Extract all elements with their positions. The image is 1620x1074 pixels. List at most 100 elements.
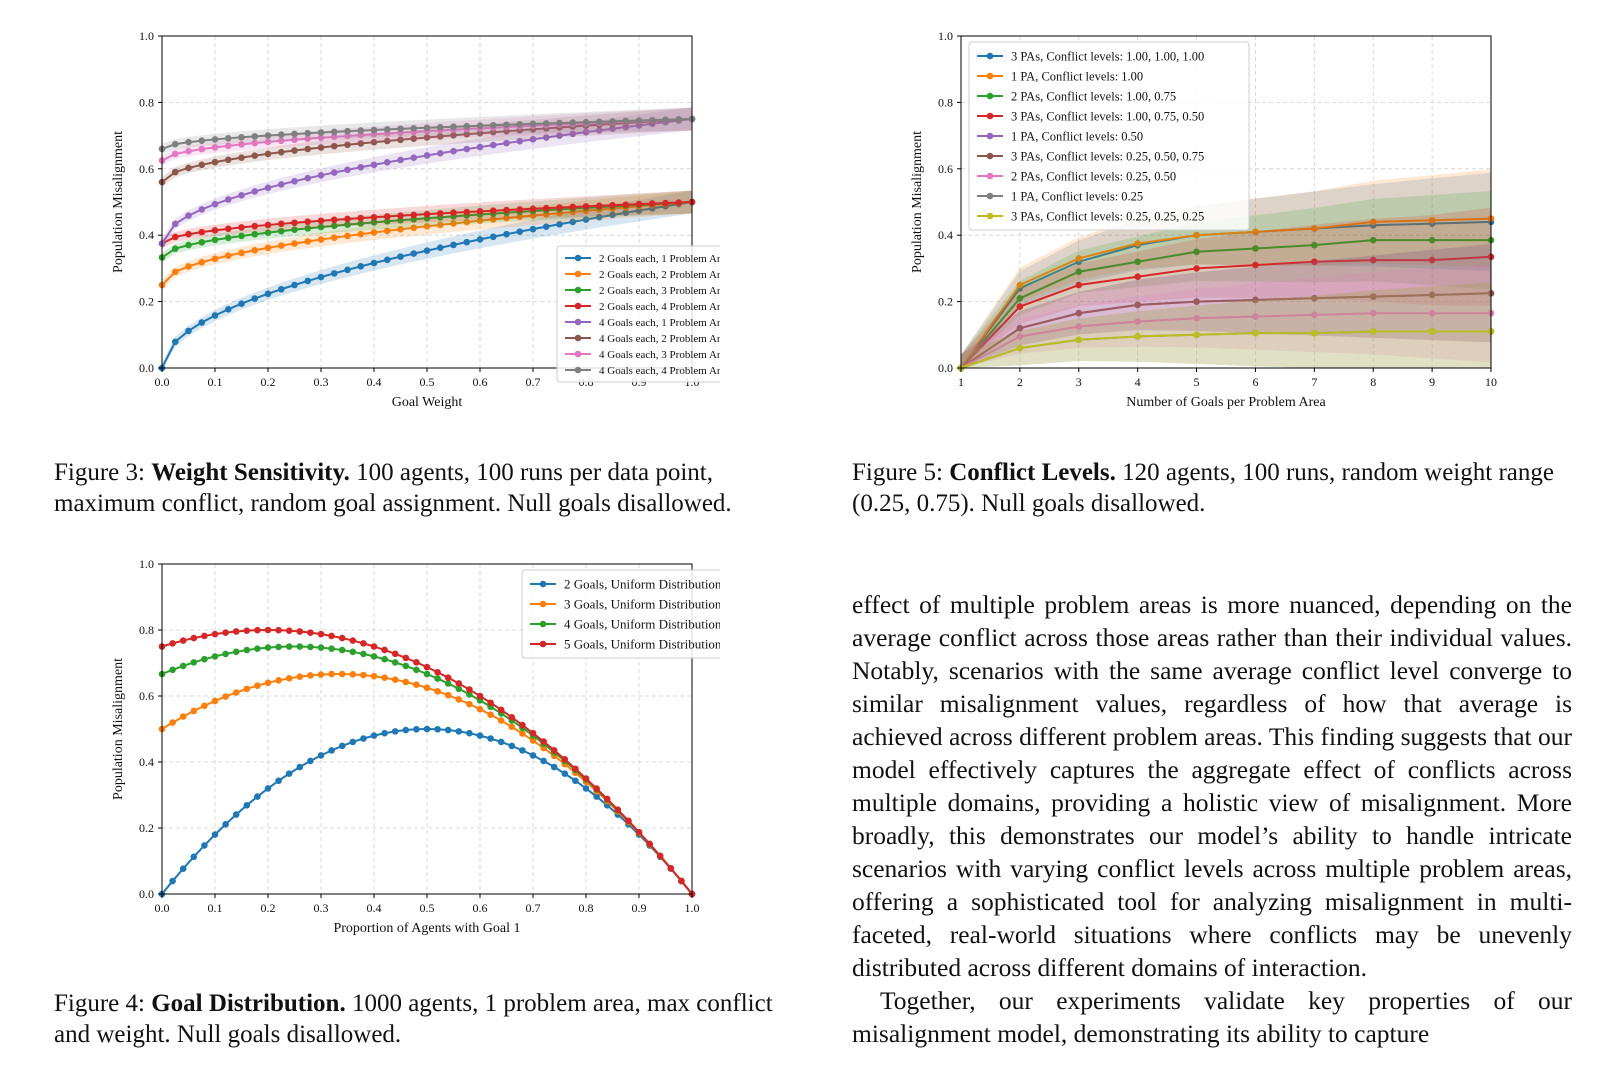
data-point [291,281,298,289]
x-tick-label: 0.3 [314,375,329,389]
data-point [344,221,351,228]
legend-label: 4 Goals, Uniform Distribution [564,617,720,632]
plot-frame [960,35,1492,369]
data-point [444,691,452,699]
data-point [171,338,179,346]
data-point [497,738,505,746]
data-point [222,629,229,636]
data-point [529,120,537,128]
data-point [476,217,484,225]
data-point [190,707,198,715]
body-paragraph-1: effect of multiple problem areas is more… [852,590,1572,982]
data-point [463,238,471,246]
data-point [1016,324,1024,332]
x-tick-label: 1 [958,375,964,389]
data-point [243,801,251,809]
data-point [171,268,179,276]
x-axis-label: Proportion of Agents with Goal 1 [333,921,520,936]
data-point [397,136,404,144]
data-point [185,241,192,249]
data-point [171,233,179,241]
data-point [370,219,378,226]
data-point [1193,314,1200,322]
data-point [423,223,431,230]
legend-label: 3 PAs, Conflict levels: 0.25, 0.50, 0.75 [1011,149,1204,163]
data-point [232,811,240,818]
data-point [476,143,484,151]
data-point [344,132,351,140]
data-point [317,144,325,151]
data-point [503,214,510,222]
data-point [254,626,261,634]
legend-label: 3 Goals, Uniform Distribution [564,597,720,612]
data-point [582,216,590,223]
x-tick-label: 3 [1076,375,1082,389]
legend-marker [574,254,582,262]
legend-marker [539,620,547,628]
data-point [489,128,497,136]
data-point [455,680,463,687]
data-point [609,211,616,219]
data-point [1428,328,1436,335]
data-point [179,662,187,670]
series-line [960,292,1492,369]
data-point [357,263,365,270]
legend-marker [574,334,582,342]
y-tick-label: 0.2 [139,821,154,835]
data-point [678,877,685,885]
data-point [254,645,261,652]
data-point [561,756,569,763]
data-point [224,252,232,259]
data-point [304,238,312,245]
legend-label: 2 Goals each, 2 Problem Areas [599,269,720,281]
data-point [264,244,272,252]
data-point [291,147,298,154]
x-tick-label: 0.4 [367,901,382,915]
data-point [402,654,410,662]
data-point [275,677,282,684]
data-point [622,117,630,125]
data-point [179,865,187,872]
data-point [635,200,643,208]
x-tick-label: 0.7 [526,901,541,915]
figure-5-title: Conflict Levels. [949,459,1116,486]
data-point [285,627,293,634]
data-point [198,258,206,266]
body-text: effect of multiple problem areas is more… [852,588,1572,1050]
data-point [497,706,505,714]
data-point [1193,265,1200,272]
data-point [328,670,335,678]
data-point [304,174,312,182]
data-point [304,135,312,143]
data-point [529,752,537,759]
data-point [277,148,285,156]
data-point [489,141,497,149]
x-tick-label: 2 [1017,375,1023,389]
data-point [556,220,563,228]
data-point [224,142,232,150]
data-point [476,705,484,713]
data-point [370,653,378,660]
data-point [667,864,675,872]
x-tick-label: 4 [1135,375,1141,389]
data-point [1252,296,1259,304]
data-point [1193,248,1200,256]
data-point [662,199,669,207]
data-point [529,136,537,143]
data-point [397,156,404,164]
data-point [1428,236,1436,244]
data-point [1134,273,1141,280]
data-point [277,131,285,139]
data-point [198,238,206,246]
data-point [1369,218,1377,226]
data-point [291,219,298,227]
legend-marker [986,132,994,140]
data-point [243,646,251,654]
legend-label: 2 Goals each, 4 Problem Areas [599,301,720,313]
data-point [450,241,457,249]
data-point [238,141,245,148]
data-point [436,149,444,157]
data-point [635,117,643,124]
data-point [296,628,304,635]
data-point [463,218,471,226]
